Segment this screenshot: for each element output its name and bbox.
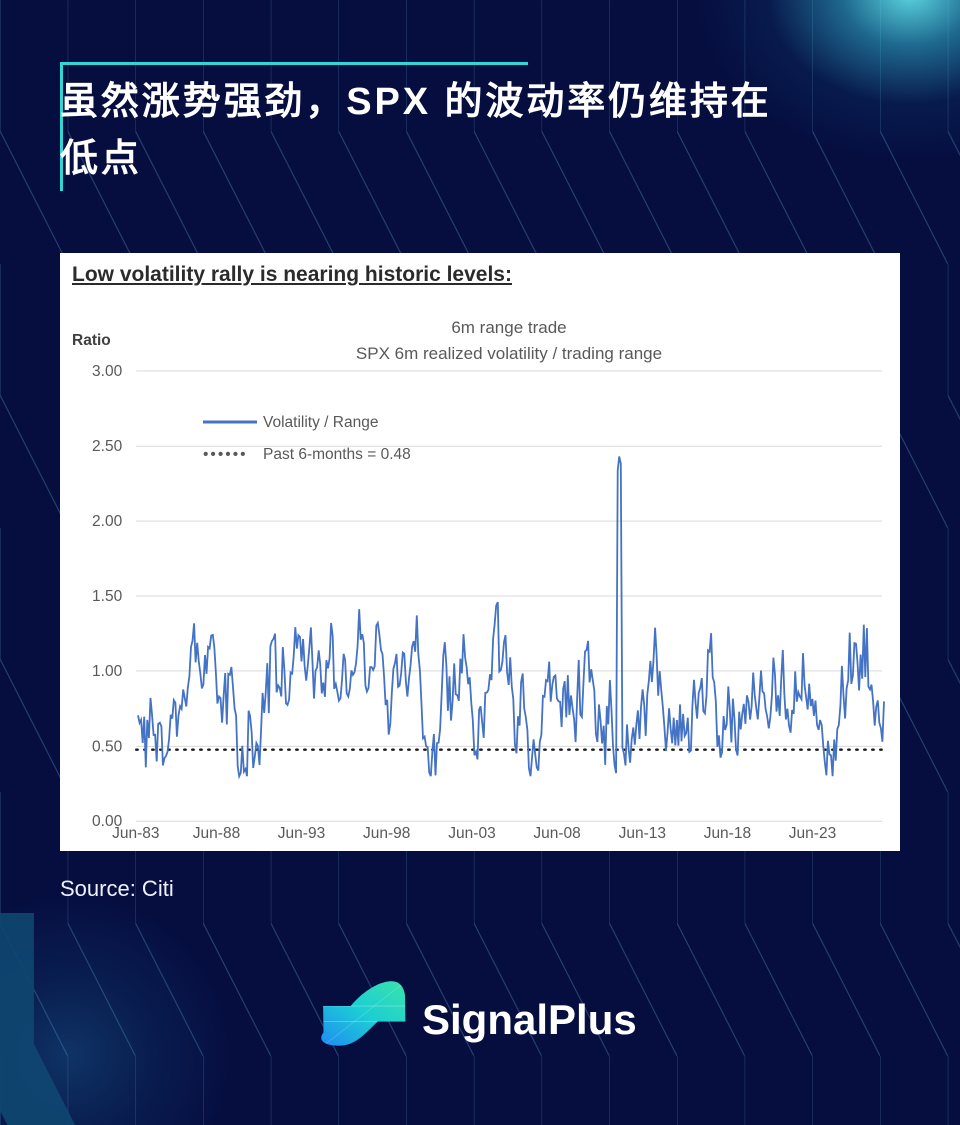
svg-text:2.00: 2.00 bbox=[92, 513, 123, 530]
svg-text:1.00: 1.00 bbox=[92, 663, 123, 680]
svg-text:Jun-93: Jun-93 bbox=[278, 825, 325, 842]
svg-text:Jun-98: Jun-98 bbox=[363, 825, 410, 842]
svg-text:••••••: •••••• bbox=[203, 446, 248, 463]
svg-text:Jun-03: Jun-03 bbox=[448, 825, 495, 842]
svg-text:Volatility / Range: Volatility / Range bbox=[263, 414, 378, 431]
svg-text:Jun-83: Jun-83 bbox=[112, 825, 159, 842]
svg-text:Jun-13: Jun-13 bbox=[619, 825, 666, 842]
svg-text:2.50: 2.50 bbox=[92, 438, 123, 455]
svg-text:3.00: 3.00 bbox=[92, 363, 123, 380]
svg-text:1.50: 1.50 bbox=[92, 588, 123, 605]
svg-text:Jun-23: Jun-23 bbox=[789, 825, 836, 842]
svg-text:Jun-88: Jun-88 bbox=[193, 825, 240, 842]
svg-text:Ratio: Ratio bbox=[72, 332, 111, 349]
svg-text:SignalPlus: SignalPlus bbox=[422, 996, 637, 1043]
svg-text:0.50: 0.50 bbox=[92, 738, 123, 755]
svg-text:Jun-08: Jun-08 bbox=[533, 825, 580, 842]
svg-text:Jun-18: Jun-18 bbox=[704, 825, 751, 842]
svg-text:SPX 6m realized volatility / t: SPX 6m realized volatility / trading ran… bbox=[356, 344, 662, 363]
svg-text:6m range trade: 6m range trade bbox=[451, 318, 566, 337]
svg-text:Past 6-months = 0.48: Past 6-months = 0.48 bbox=[263, 446, 411, 463]
